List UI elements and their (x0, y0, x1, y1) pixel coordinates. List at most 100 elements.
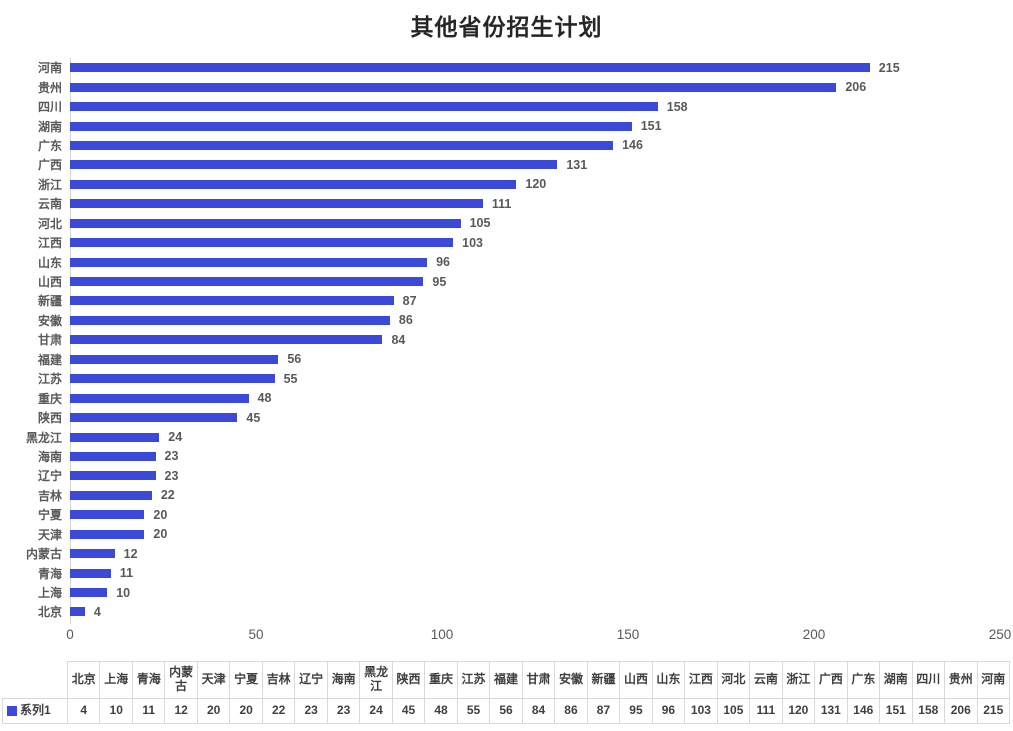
category-label: 江苏 (37, 372, 62, 387)
bar-track: 4 (70, 605, 1000, 619)
category-label: 江西 (37, 236, 62, 251)
bar-row: 湖南 151 (0, 116, 1013, 135)
category-label: 河北 (37, 216, 62, 231)
bar (70, 471, 156, 481)
bar (70, 335, 383, 345)
category-label: 青海 (37, 566, 62, 581)
x-axis: 0 50 100 150 200 250 (0, 627, 1013, 647)
bar (70, 529, 145, 539)
bar-row: 天津 20 (0, 525, 1013, 544)
category-label: 河南 (37, 61, 62, 76)
bar-value-label: 20 (153, 507, 168, 522)
bar-row: 河北 105 (0, 214, 1013, 233)
bar (70, 354, 279, 364)
table-column-header: 甘肃 (522, 661, 556, 699)
table-value-cell: 131 (815, 699, 848, 724)
bar-value-label: 215 (878, 60, 900, 75)
table-column-header: 黑龙江 (360, 661, 393, 699)
bar-track: 131 (70, 158, 1000, 172)
table-column-header: 江苏 (457, 661, 491, 699)
x-tick-label: 200 (802, 627, 826, 642)
table-column-header: 陕西 (392, 661, 426, 699)
bar (70, 549, 115, 559)
bar-value-label: 12 (123, 546, 138, 561)
bar-row: 四川 158 (0, 97, 1013, 116)
bar-track: 84 (70, 333, 1000, 347)
bar-row: 浙江 120 (0, 175, 1013, 194)
table-column-header: 海南 (327, 661, 361, 699)
table-column-header: 内蒙古 (165, 661, 198, 699)
table-value-cell: 206 (945, 699, 978, 724)
table-value-cell: 86 (555, 699, 588, 724)
bar-value-label: 56 (287, 352, 302, 367)
bar-row: 山东 96 (0, 252, 1013, 271)
chart-title: 其他省份招生计划 (410, 14, 603, 40)
table-column-header: 重庆 (425, 661, 458, 699)
bar-row: 陕西 45 (0, 408, 1013, 427)
table-value-cell: 10 (100, 699, 133, 724)
bar-track: 10 (70, 586, 1000, 600)
table-column-header: 四川 (912, 661, 946, 699)
bar-value-label: 22 (160, 488, 175, 503)
category-label: 云南 (37, 197, 62, 212)
table-corner-cell (2, 661, 68, 699)
table-value-cell: 151 (880, 699, 913, 724)
table-column-header: 山东 (652, 661, 686, 699)
table-column-header: 青海 (132, 661, 166, 699)
table-value-cell: 87 (587, 699, 621, 724)
table-column-header: 新疆 (587, 661, 621, 699)
bar-track: 105 (70, 216, 1000, 230)
bar-track: 24 (70, 430, 1000, 444)
bar-track: 23 (70, 449, 1000, 463)
table-column-header: 江西 (685, 661, 718, 699)
table-column-header: 北京 (68, 661, 101, 699)
category-label: 甘肃 (37, 333, 62, 348)
category-label: 广西 (37, 158, 62, 173)
category-label: 上海 (37, 586, 62, 601)
bar-track: 86 (70, 313, 1000, 327)
category-label: 山东 (37, 255, 62, 270)
table-column-header: 安徽 (555, 661, 588, 699)
bar-value-label: 151 (640, 119, 662, 134)
bar-track: 206 (70, 80, 1000, 94)
bar-row: 江西 103 (0, 233, 1013, 252)
bar (70, 179, 517, 189)
bar-row: 上海 10 (0, 583, 1013, 602)
bar-row: 海南 23 (0, 447, 1013, 466)
x-tick-label: 50 (248, 627, 264, 642)
table-value-cell: 95 (620, 699, 653, 724)
bar-value-label: 4 (93, 604, 101, 619)
x-tick-label: 150 (616, 627, 640, 642)
bar-track: 87 (70, 294, 1000, 308)
bar-value-label: 120 (525, 177, 547, 192)
category-label: 宁夏 (37, 508, 62, 523)
table-value-cell: 4 (68, 699, 101, 724)
table-column-header: 山西 (620, 661, 653, 699)
bar-track: 23 (70, 469, 1000, 483)
bar (70, 510, 145, 520)
bar-value-label: 24 (168, 430, 183, 445)
bar (70, 451, 156, 461)
table-column-header: 广西 (815, 661, 848, 699)
bar-row: 江苏 55 (0, 369, 1013, 388)
legend-swatch-icon (7, 706, 17, 716)
bar-value-label: 55 (283, 371, 298, 386)
bar (70, 257, 428, 267)
bar (70, 160, 558, 170)
bar (70, 296, 394, 306)
table-value-cell: 103 (685, 699, 718, 724)
bar (70, 102, 658, 112)
bar-value-label: 20 (153, 527, 168, 542)
table-column-header: 吉林 (262, 661, 296, 699)
table-column-header: 河南 (977, 661, 1010, 699)
bar (70, 490, 152, 500)
table-value-cell: 105 (717, 699, 751, 724)
bar-row: 北京 4 (0, 602, 1013, 621)
table-value-cell: 23 (327, 699, 361, 724)
table-column-header: 湖南 (880, 661, 913, 699)
category-label: 安徽 (37, 313, 62, 328)
table-column-header: 辽宁 (295, 661, 328, 699)
bar (70, 315, 390, 325)
table-column-header: 河北 (717, 661, 751, 699)
bar-track: 20 (70, 508, 1000, 522)
